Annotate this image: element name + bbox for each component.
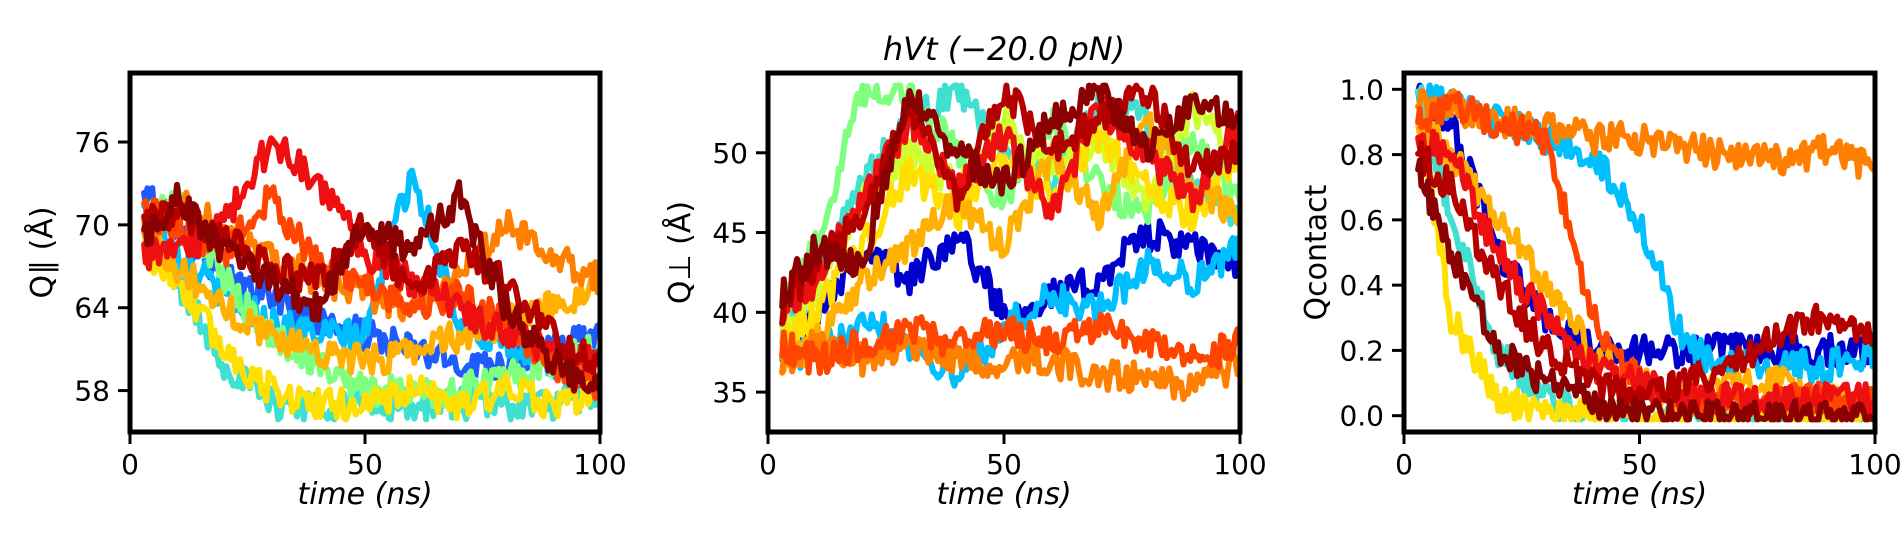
y-tick-label: 1.0 <box>1339 73 1384 106</box>
y-axis-label: Q⊥ (Å) <box>662 201 698 304</box>
series-line-11 <box>779 82 1240 326</box>
y-tick-label: 0.8 <box>1339 139 1384 172</box>
x-tick-label: 0 <box>759 448 777 481</box>
series-group <box>779 82 1240 403</box>
y-tick-label: 0.0 <box>1339 400 1384 433</box>
series-line-2 <box>141 167 600 381</box>
y-tick-label: 45 <box>712 217 748 250</box>
series-line-12 <box>779 82 1240 310</box>
series-group <box>141 135 600 423</box>
x-tick-label: 100 <box>1213 448 1266 481</box>
x-tick-label: 100 <box>1848 448 1901 481</box>
chart-panel-1: 0 50 100 58 64 70 76 time (ns) Q∥ (Å) <box>24 70 627 512</box>
y-tick-label: 0.6 <box>1339 204 1384 237</box>
x-axis-label: time (ns) <box>936 477 1071 512</box>
series-group <box>1415 82 1875 423</box>
y-tick-label: 40 <box>712 296 748 329</box>
y-tick-label: 76 <box>74 126 110 159</box>
y-tick-label: 0.4 <box>1339 269 1384 302</box>
series-line-7 <box>779 111 1240 376</box>
x-tick-label: 50 <box>1622 448 1658 481</box>
series-line-10 <box>1415 157 1875 423</box>
series-line-9 <box>779 311 1240 376</box>
panels: 0 50 100 58 64 70 76 time (ns) Q∥ (Å) 0 50 100 35 40 4… <box>24 70 1902 512</box>
x-axis-label: time (ns) <box>297 477 432 512</box>
series-line-4 <box>141 181 600 409</box>
chart-panel-3: 0 50 100 0.0 0.2 0.4 0.6 0.8 1.0 time (ns) Qcontac… <box>1299 70 1902 512</box>
y-tick-label: 70 <box>74 209 110 242</box>
x-tick-label: 50 <box>347 448 383 481</box>
y-axis-label: Q∥ (Å) <box>24 206 60 298</box>
x-tick-label: 0 <box>1395 448 1413 481</box>
figure-title: hVt (−20.0 pN) <box>883 30 1125 68</box>
y-tick-label: 64 <box>74 292 110 325</box>
x-tick-label: 0 <box>121 448 139 481</box>
y-tick-label: 0.2 <box>1339 334 1384 367</box>
series-line-2 <box>779 235 1240 389</box>
x-axis-label: time (ns) <box>1572 477 1707 512</box>
y-tick-label: 50 <box>712 137 748 170</box>
y-tick-label: 58 <box>74 375 110 408</box>
x-tick-label: 50 <box>986 448 1022 481</box>
series-line-11 <box>141 179 600 395</box>
series-line-9 <box>1415 140 1875 417</box>
y-tick-label: 35 <box>712 376 748 409</box>
y-axis-label: Qcontact <box>1299 184 1334 320</box>
series-line-5 <box>141 242 600 423</box>
x-tick-label: 100 <box>573 448 626 481</box>
